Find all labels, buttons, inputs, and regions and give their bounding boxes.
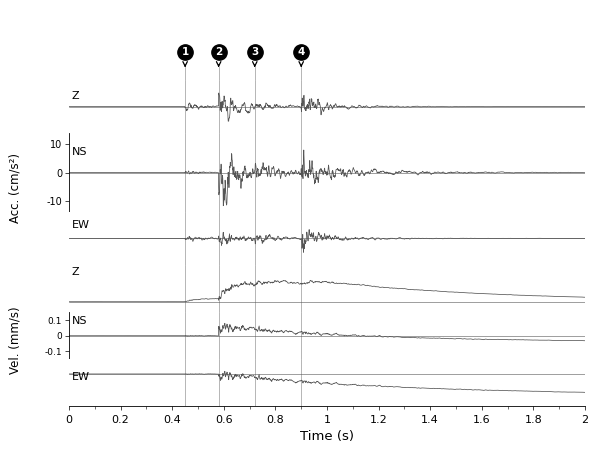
Text: 4: 4 <box>298 47 305 57</box>
Text: Z: Z <box>71 267 79 277</box>
Text: 1: 1 <box>181 47 189 57</box>
Text: NS: NS <box>71 316 87 326</box>
Text: NS: NS <box>71 148 87 158</box>
Text: 2: 2 <box>215 47 222 57</box>
Text: EW: EW <box>71 372 89 382</box>
Text: EW: EW <box>71 220 89 230</box>
Text: Z: Z <box>71 91 79 101</box>
Text: Acc. (cm/s²): Acc. (cm/s²) <box>8 153 22 223</box>
Text: Vel. (mm/s): Vel. (mm/s) <box>8 307 22 374</box>
X-axis label: Time (s): Time (s) <box>300 429 354 443</box>
Text: 3: 3 <box>251 47 259 57</box>
